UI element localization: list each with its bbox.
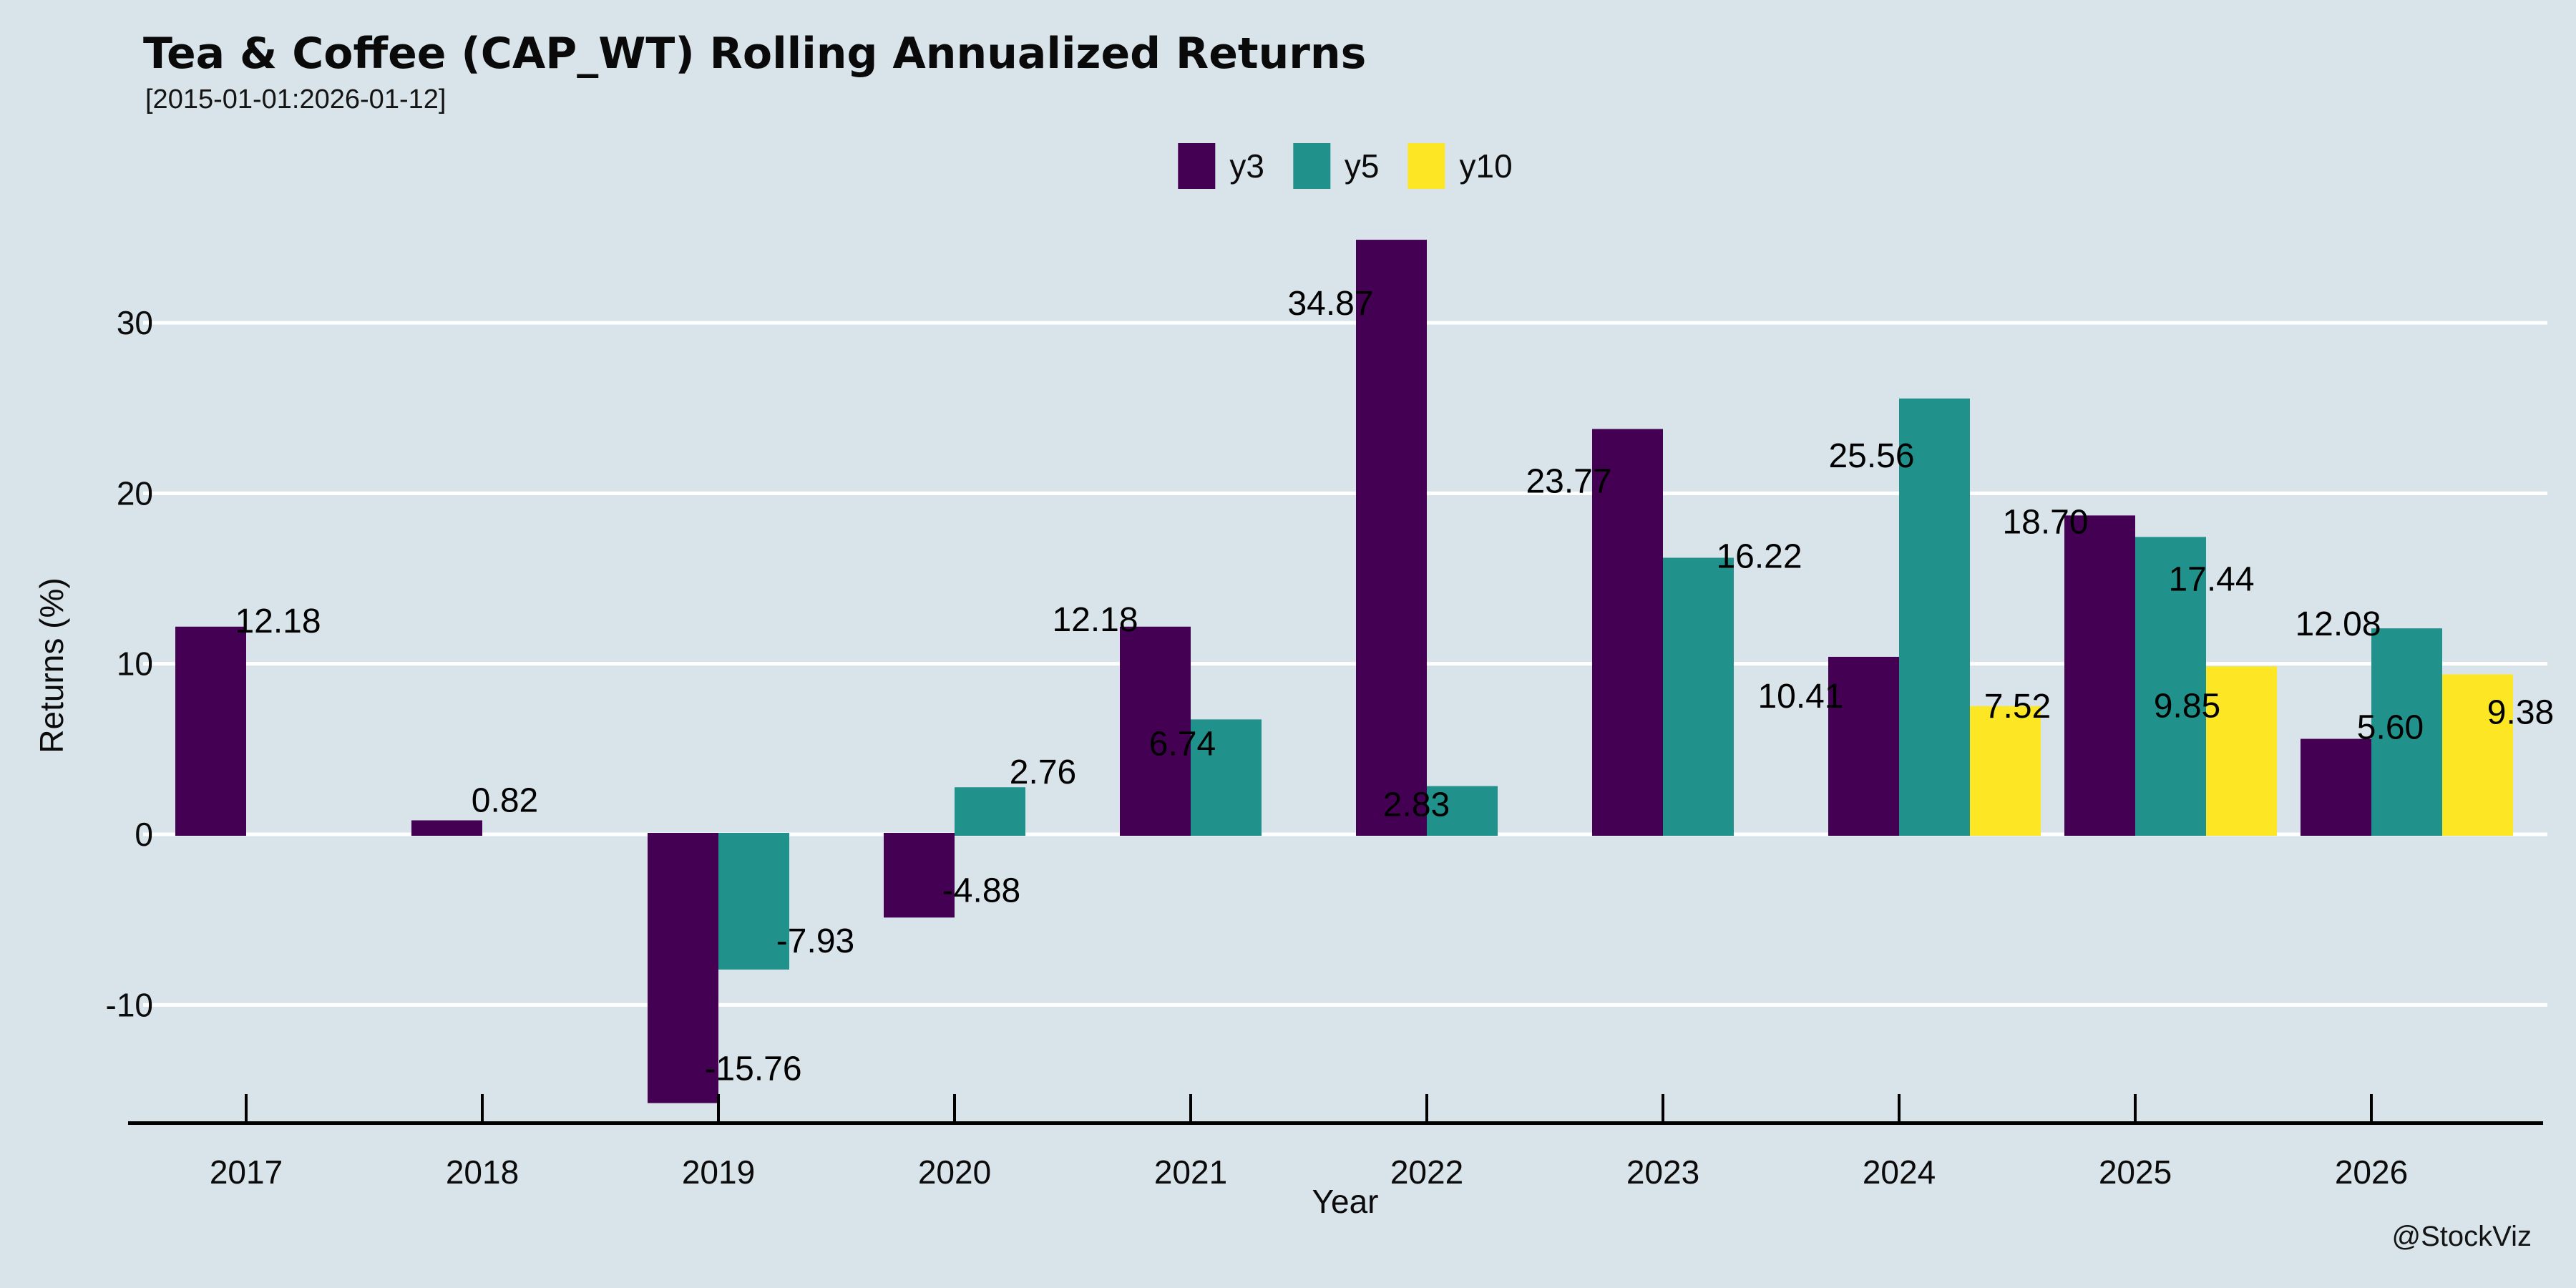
- y-tick-label-0: 0: [135, 816, 153, 853]
- bar-y10-2025: [2206, 666, 2277, 836]
- x-tick-label-2025: 2025: [2099, 1153, 2172, 1191]
- bar-value-label-y3-2023: 23.77: [1526, 463, 1611, 501]
- y-axis-title: Returns (%): [33, 577, 70, 753]
- x-axis-title: Year: [1312, 1183, 1379, 1220]
- y-tick-label-20: 20: [117, 474, 153, 512]
- bar-y3-2017: [175, 626, 246, 836]
- bar-value-label-y3-2024: 10.41: [1757, 678, 1843, 716]
- bar-y5-2023: [1663, 557, 1734, 836]
- bar-value-label-y10-2024: 7.52: [1984, 688, 2051, 726]
- bar-y5-2025: [2135, 537, 2206, 836]
- bar-y5-2022: [1427, 786, 1498, 836]
- bar-y10-2026: [2442, 674, 2513, 836]
- gridline--10: [143, 1002, 2547, 1007]
- bar-value-label-y3-2019: -15.76: [704, 1050, 801, 1088]
- bar-value-label-y5-2024: 25.56: [1828, 437, 1914, 475]
- bar-y3-2025: [2064, 515, 2135, 836]
- bar-y3-2018: [411, 820, 482, 836]
- bar-value-label-y3-2021: 12.18: [1052, 601, 1138, 639]
- gridline-30: [143, 321, 2547, 325]
- bar-value-label-y3-2018: 0.82: [472, 781, 538, 819]
- bar-value-label-y5-2019: -7.93: [776, 922, 854, 960]
- bar-y5-2021: [1191, 719, 1262, 836]
- bar-y3-2026: [2301, 738, 2371, 836]
- gridline-20: [143, 491, 2547, 495]
- gridline-10: [143, 662, 2547, 666]
- y-tick-label--10: -10: [106, 986, 153, 1023]
- bar-y3-2020: [884, 833, 955, 918]
- legend-swatch-y10: [1407, 143, 1445, 189]
- bar-y5-2020: [955, 787, 1025, 836]
- x-tick-2022: [1425, 1094, 1428, 1121]
- y-tick-label-10: 10: [117, 645, 153, 683]
- x-tick-2020: [953, 1094, 956, 1121]
- bar-value-label-y3-2022: 34.87: [1287, 285, 1373, 323]
- bar-value-label-y3-2020: -4.88: [942, 872, 1020, 909]
- x-tick-label-2023: 2023: [1626, 1153, 1699, 1191]
- x-tick-2025: [2134, 1094, 2137, 1121]
- legend-item-y10: y10: [1407, 143, 1513, 189]
- x-tick-label-2026: 2026: [2335, 1153, 2408, 1191]
- bar-y5-2019: [718, 833, 789, 970]
- x-tick-label-2021: 2021: [1154, 1153, 1227, 1191]
- x-tick-2021: [1189, 1094, 1192, 1121]
- legend: y3 y5 y10: [1178, 143, 1513, 189]
- legend-swatch-y3: [1178, 143, 1216, 189]
- watermark: @StockViz: [2391, 1221, 2532, 1252]
- bar-value-label-y10-2026: 9.38: [2487, 693, 2554, 731]
- bar-value-label-y5-2022: 2.83: [1383, 786, 1450, 824]
- bar-y3-2021: [1120, 626, 1191, 836]
- legend-item-y3: y3: [1178, 143, 1264, 189]
- bar-value-label-y3-2026: 5.60: [2357, 709, 2424, 747]
- bar-value-label-y3-2017: 12.18: [235, 602, 321, 640]
- x-tick-2024: [1898, 1094, 1901, 1121]
- y-tick-label-30: 30: [117, 304, 153, 341]
- bar-value-label-y5-2021: 6.74: [1149, 725, 1216, 763]
- bar-value-label-y5-2023: 16.22: [1716, 537, 1802, 575]
- bar-y5-2024: [1899, 398, 1970, 836]
- x-tick-label-2022: 2022: [1390, 1153, 1463, 1191]
- chart-title: Tea & Coffee (CAP_WT) Rolling Annualized…: [143, 29, 1367, 79]
- legend-label-y10: y10: [1459, 147, 1513, 185]
- bar-value-label-y3-2025: 18.70: [2002, 503, 2088, 541]
- x-tick-label-2019: 2019: [682, 1153, 755, 1191]
- x-tick-label-2024: 2024: [1863, 1153, 1936, 1191]
- bar-y3-2022: [1356, 240, 1427, 836]
- bar-y10-2024: [1970, 706, 2041, 836]
- x-tick-label-2018: 2018: [446, 1153, 519, 1191]
- legend-label-y5: y5: [1344, 147, 1380, 185]
- bar-value-label-y5-2020: 2.76: [1010, 753, 1076, 791]
- x-axis-line: [128, 1121, 2543, 1125]
- x-tick-label-2017: 2017: [210, 1153, 283, 1191]
- x-tick-2018: [481, 1094, 484, 1121]
- legend-label-y3: y3: [1229, 147, 1264, 185]
- legend-swatch-y5: [1292, 143, 1330, 189]
- x-tick-2023: [1662, 1094, 1664, 1121]
- chart-subtitle: [2015-01-01:2026-01-12]: [145, 84, 447, 114]
- bar-y3-2019: [648, 833, 718, 1103]
- bar-y3-2023: [1592, 429, 1663, 836]
- bar-value-label-y5-2025: 17.44: [2168, 560, 2254, 598]
- bar-value-label-y5-2026: 12.08: [2295, 605, 2381, 643]
- x-tick-label-2020: 2020: [918, 1153, 991, 1191]
- x-tick-2026: [2370, 1094, 2373, 1121]
- legend-item-y5: y5: [1292, 143, 1380, 189]
- bar-y3-2024: [1828, 656, 1899, 836]
- x-tick-2017: [245, 1094, 248, 1121]
- x-tick-2019: [717, 1094, 720, 1121]
- gridline-0: [143, 832, 2547, 836]
- bar-y5-2026: [2371, 628, 2442, 836]
- bar-value-label-y10-2025: 9.85: [2154, 687, 2220, 725]
